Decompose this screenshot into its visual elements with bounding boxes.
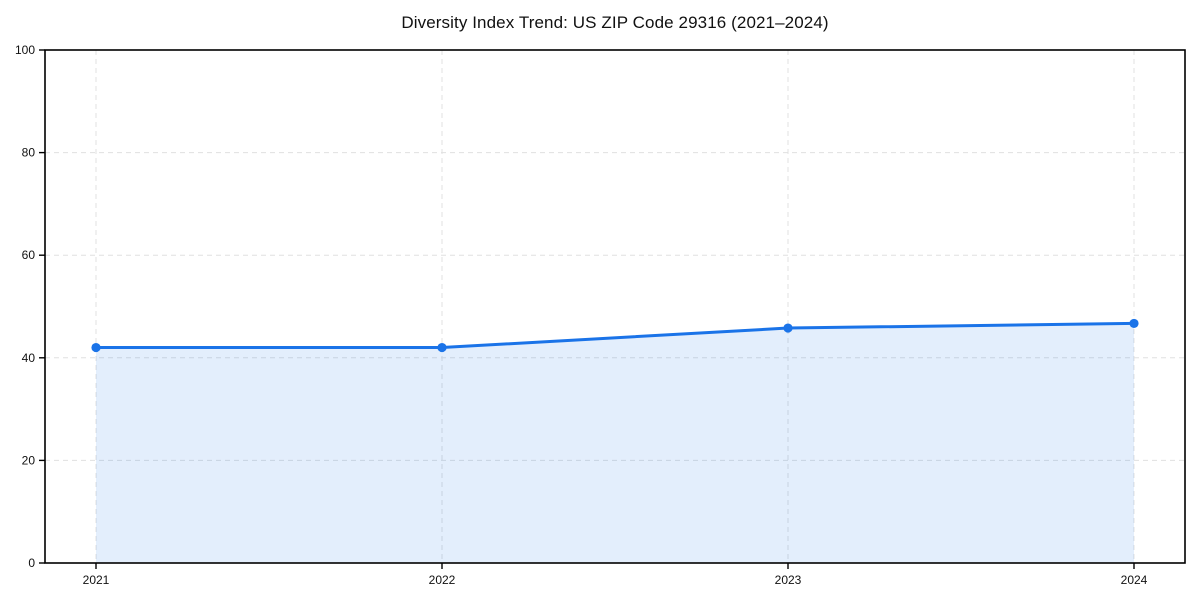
trend-line [94, 321, 1136, 350]
data-point [783, 323, 793, 333]
chart-title: Diversity Index Trend: US ZIP Code 29316… [401, 13, 829, 32]
y-tick-label: 40 [22, 351, 36, 365]
y-tick-label: 20 [22, 453, 36, 467]
x-tick-label: 2022 [429, 573, 456, 587]
area-fill [96, 323, 1134, 563]
data-point [1129, 318, 1139, 329]
y-tick-label: 100 [15, 43, 35, 57]
x-tick-label: 2021 [83, 573, 110, 587]
data-point [91, 342, 101, 353]
y-tick-label: 0 [28, 556, 35, 570]
x-tick-label: 2023 [775, 573, 802, 587]
y-tick-label: 80 [22, 146, 36, 160]
y-tick-label: 60 [22, 248, 36, 262]
axes-spines [44, 49, 1186, 564]
data-point [437, 342, 447, 353]
x-tick-label: 2024 [1121, 573, 1148, 587]
plot-area [45, 50, 1185, 563]
